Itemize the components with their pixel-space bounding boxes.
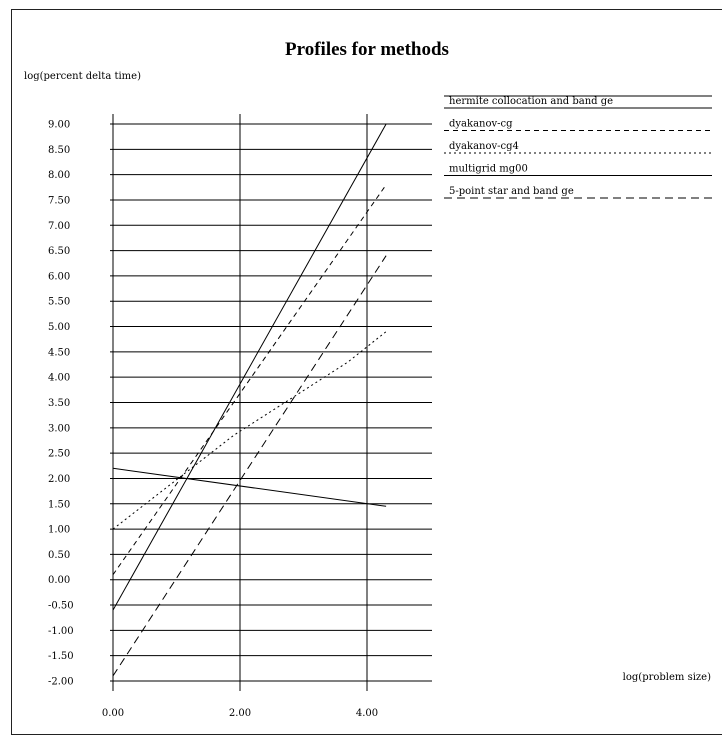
legend-label: dyakanov-cg <box>449 119 513 130</box>
x-axis-label: log(problem size) <box>623 672 711 683</box>
y-tick-label: 8.50 <box>48 145 70 156</box>
y-tick-label: 7.50 <box>48 195 70 206</box>
y-tick-label: -2.00 <box>48 677 74 688</box>
y-tick-label: 5.00 <box>48 322 70 333</box>
y-tick-label: 4.50 <box>48 347 70 358</box>
x-tick-label: 0.00 <box>102 708 124 719</box>
y-tick-label: 8.00 <box>48 170 70 181</box>
y-tick-label: 0.50 <box>48 550 70 561</box>
y-tick-label: 2.00 <box>48 474 70 485</box>
y-tick-label: 1.00 <box>48 525 70 536</box>
y-tick-labels: 9.00 8.50 8.00 7.50 7.00 6.50 6.00 5.50 5.00 4.50… <box>48 120 74 688</box>
x-tick-label: 4.00 <box>356 708 378 719</box>
series-line <box>112 467 387 507</box>
legend: hermite collocation and band ge dyakanov-… <box>444 95 712 199</box>
y-tick-label: 0.00 <box>48 575 70 586</box>
x-tick-labels: 0.00 2.00 4.00 <box>102 708 378 719</box>
legend-label: 5-point star and band ge <box>449 186 574 197</box>
chart-title: Profiles for methods <box>285 39 449 60</box>
y-tick-label: 5.50 <box>48 297 70 308</box>
y-tick-label: 2.50 <box>48 449 70 460</box>
y-axis-label: log(percent delta time) <box>24 71 141 82</box>
y-tick-label: 6.50 <box>48 246 70 257</box>
grid <box>110 123 432 682</box>
y-tick-label: 9.00 <box>48 120 70 131</box>
legend-label: multigrid mg00 <box>449 164 528 175</box>
y-tick-label: -0.50 <box>48 601 74 612</box>
y-tick-label: 7.00 <box>48 221 70 232</box>
series-line <box>112 123 387 611</box>
y-tick-label: 1.50 <box>48 499 70 510</box>
y-tick-label: -1.50 <box>48 651 74 662</box>
series-line <box>112 184 387 575</box>
series-line <box>112 255 387 677</box>
vertical-gridlines <box>112 114 368 691</box>
series-line <box>112 331 387 530</box>
y-tick-label: 6.00 <box>48 271 70 282</box>
y-tick-label: 4.00 <box>48 373 70 384</box>
y-tick-label: 3.50 <box>48 398 70 409</box>
legend-label: hermite collocation and band ge <box>449 96 613 107</box>
legend-label: dyakanov-cg4 <box>449 141 519 152</box>
series-lines <box>112 123 387 677</box>
y-tick-label: -1.00 <box>48 626 74 637</box>
x-tick-label: 2.00 <box>229 708 251 719</box>
y-tick-label: 3.00 <box>48 423 70 434</box>
chart-frame <box>11 9 722 735</box>
